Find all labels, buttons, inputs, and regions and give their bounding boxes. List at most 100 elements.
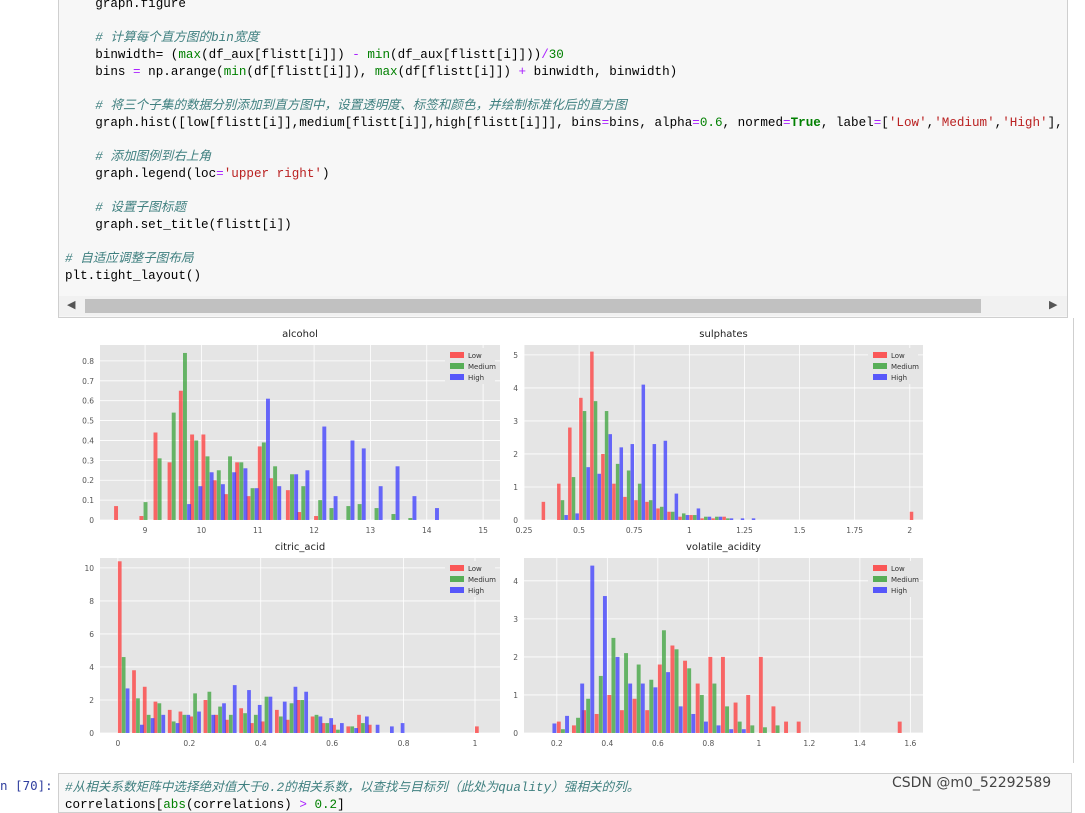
- code-cell[interactable]: graph.figure # 计算每个直方图的bin宽度 binwidth= (…: [58, 0, 1068, 318]
- legend-swatch: [450, 352, 464, 358]
- histogram-bar: [211, 714, 216, 733]
- code-token: # 添加图例到右上角: [95, 150, 212, 164]
- y-tick-label: 0.6: [82, 397, 94, 406]
- histogram-bar: [784, 721, 789, 733]
- histogram-bar: [136, 698, 140, 733]
- code-token: , label: [820, 116, 874, 130]
- scrollbar-thumb[interactable]: [85, 299, 981, 313]
- legend-label: High: [891, 374, 907, 382]
- histogram-bar: [565, 715, 569, 733]
- histogram-bar: [314, 714, 319, 733]
- histogram-bar: [693, 515, 697, 520]
- histogram-bar: [207, 691, 212, 733]
- histogram-bar: [715, 516, 719, 520]
- histogram-bar: [365, 716, 369, 733]
- legend-label: Low: [468, 565, 482, 573]
- code-token: =: [692, 116, 700, 130]
- subplot-title: volatile_acidity: [686, 542, 761, 553]
- histogram-bar: [214, 714, 219, 733]
- histogram-bar: [183, 352, 187, 520]
- histogram-bar: [678, 706, 683, 733]
- histogram-bar: [408, 518, 413, 520]
- histogram-bar: [121, 657, 126, 733]
- horizontal-scrollbar[interactable]: ◀ ▶: [59, 296, 1067, 316]
- y-tick-label: 0.8: [82, 357, 94, 366]
- histogram-bar: [796, 721, 801, 733]
- x-tick-label: 15: [478, 526, 488, 535]
- histogram-bar: [670, 511, 675, 520]
- y-tick-label: 2: [513, 653, 518, 662]
- histogram-bar: [729, 729, 734, 733]
- code-editor[interactable]: graph.figure # 计算每个直方图的bin宽度 binwidth= (…: [65, 0, 1067, 285]
- histogram-bar: [223, 494, 228, 520]
- legend-label: Low: [891, 565, 905, 573]
- scroll-right-icon[interactable]: ▶: [1049, 298, 1058, 311]
- code-line: #从相关系数矩阵中选择绝对值大于0.2的相关系数，以查找与目标列（此处为qual…: [65, 781, 639, 795]
- x-tick-label: 1.4: [854, 739, 866, 748]
- scroll-left-icon[interactable]: ◀: [67, 298, 76, 311]
- histogram-bar: [602, 596, 607, 733]
- histogram-bar: [700, 518, 704, 520]
- histogram-bar: [626, 470, 631, 520]
- histogram-bar: [246, 496, 251, 520]
- code-token: =: [873, 116, 882, 130]
- x-tick-label: 0.4: [255, 739, 267, 748]
- subplot-title: sulphates: [699, 329, 747, 340]
- histogram-bar: [391, 514, 396, 520]
- histogram-bar: [582, 411, 587, 520]
- histogram-bar: [336, 729, 340, 733]
- histogram-bar: [218, 706, 222, 733]
- code-token: # 将三个子集的数据分别添加到直方图中，设置透明度、标签和颜色，并绘制标准化后的…: [95, 99, 627, 113]
- y-tick-label: 4: [89, 663, 94, 672]
- histogram-bar: [300, 699, 305, 733]
- histogram-bar: [285, 490, 290, 520]
- legend-label: Low: [468, 352, 482, 360]
- subplot-alcohol: alcohol 9 10 11 12 13 14 15 0 0.1 0.2 0.3 0.4 0.5 0.6 0…: [82, 329, 500, 535]
- y-tick-label: 0: [89, 516, 94, 525]
- histogram-bar: [674, 649, 679, 733]
- histogram-bar: [593, 401, 598, 520]
- y-tick-label: 0.1: [82, 496, 94, 505]
- histogram-bar: [235, 462, 240, 520]
- code-token: ): [321, 167, 330, 181]
- code-token: plt.tight_layout(): [65, 269, 202, 283]
- code-token: bins, alpha: [609, 116, 693, 130]
- histogram-bar: [733, 702, 738, 733]
- histogram-bar: [750, 725, 755, 733]
- histogram-bar: [277, 486, 282, 520]
- histogram-bar: [182, 714, 187, 733]
- legend-swatch: [873, 352, 887, 358]
- code-token: /: [541, 48, 549, 62]
- histogram-bar: [346, 506, 351, 520]
- code-token: +: [518, 65, 527, 79]
- histogram-bar: [711, 518, 715, 520]
- code-token: max: [178, 48, 202, 62]
- legend-swatch: [450, 363, 464, 369]
- histogram-bar: [619, 447, 624, 520]
- code-line: # 将三个子集的数据分别添加到直方图中，设置透明度、标签和颜色，并绘制标准化后的…: [65, 99, 627, 113]
- next-code-editor[interactable]: #从相关系数矩阵中选择绝对值大于0.2的相关系数，以查找与目标列（此处为qual…: [65, 780, 639, 812]
- code-token: (df[flistt[i]]): [397, 65, 519, 79]
- histogram-bar: [604, 411, 609, 520]
- histogram-bar: [297, 512, 302, 520]
- x-tick-label: 0.4: [601, 739, 613, 748]
- histogram-bar: [641, 384, 646, 520]
- histogram-bar: [294, 474, 299, 520]
- histogram-bar: [718, 516, 723, 520]
- histogram-bar: [674, 493, 679, 520]
- histogram-bar: [541, 501, 546, 520]
- y-tick-label: 3: [513, 417, 518, 426]
- y-tick-label: 4: [513, 384, 518, 393]
- histogram-bar: [632, 698, 637, 733]
- histogram-bar: [704, 516, 708, 520]
- legend-swatch: [450, 587, 464, 593]
- histogram-bar: [564, 515, 568, 520]
- code-token: binwidth= (: [95, 48, 179, 62]
- histogram-bar: [775, 725, 780, 733]
- histogram-bar: [232, 685, 237, 733]
- histogram-bar: [250, 723, 254, 733]
- code-line: graph.hist([low[flistt[i]],medium[flistt…: [65, 116, 1067, 130]
- x-tick-label: 14: [422, 526, 432, 535]
- y-tick-label: 4: [513, 577, 518, 586]
- histogram-bar: [125, 688, 130, 733]
